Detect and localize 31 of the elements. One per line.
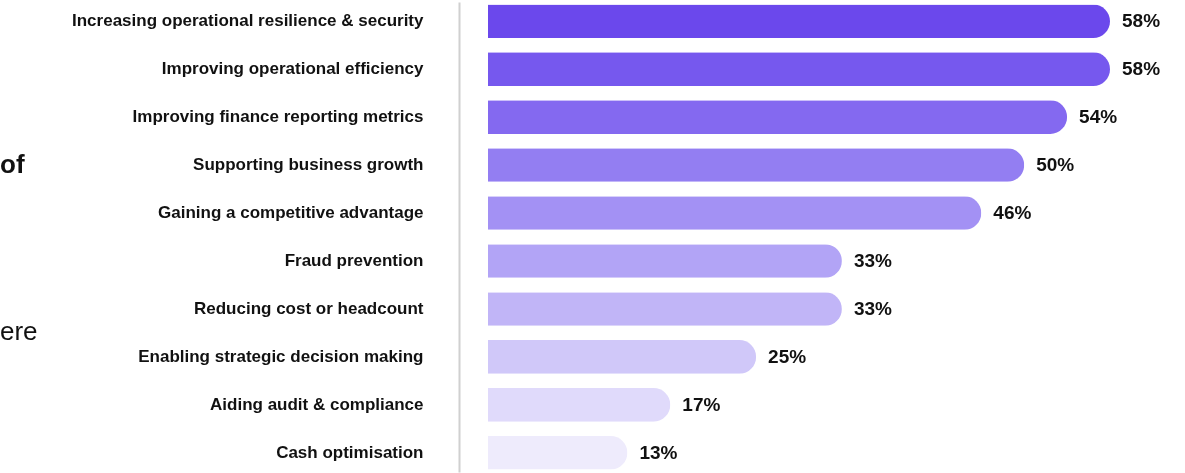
- bar: [488, 148, 1025, 182]
- y-tick-label: Improving finance reporting metrics: [132, 107, 424, 127]
- data-label: 46%: [993, 202, 1032, 224]
- bar: [488, 100, 1068, 134]
- bar: [488, 196, 982, 230]
- data-label: 54%: [1079, 106, 1118, 128]
- text: ere: [0, 316, 38, 346]
- data-label: 50%: [1036, 154, 1075, 176]
- data-label: 33%: [853, 249, 893, 271]
- y-tick-label: Supporting business growth: [193, 155, 424, 175]
- y-tick-label: Gaining a competitive advantage: [158, 203, 424, 223]
- y-tick-label: Cash optimisation: [276, 442, 424, 462]
- y-tick-label: Aiding audit & compliance: [210, 394, 424, 414]
- y-tick-label: Reducing cost or headcount: [193, 298, 424, 318]
- y-tick-label: Improving operational efficiency: [161, 59, 425, 79]
- y-tick-label: Fraud prevention: [284, 250, 424, 270]
- data-label: 13%: [639, 441, 678, 463]
- data-label: 58%: [1122, 10, 1161, 32]
- bar: [488, 292, 842, 326]
- bar: [488, 52, 1110, 86]
- data-label: 17%: [682, 393, 721, 415]
- y-tick-label: Enabling strategic decision making: [138, 346, 424, 366]
- data-label: 25%: [768, 345, 807, 367]
- text: of: [0, 149, 25, 179]
- bar: [488, 244, 842, 278]
- bar: [488, 340, 757, 374]
- data-label: 33%: [853, 297, 893, 319]
- data-label: 58%: [1122, 58, 1161, 80]
- y-tick-label: Increasing operational resilience & security: [72, 11, 425, 31]
- bar: [488, 4, 1110, 38]
- bar: [488, 388, 671, 422]
